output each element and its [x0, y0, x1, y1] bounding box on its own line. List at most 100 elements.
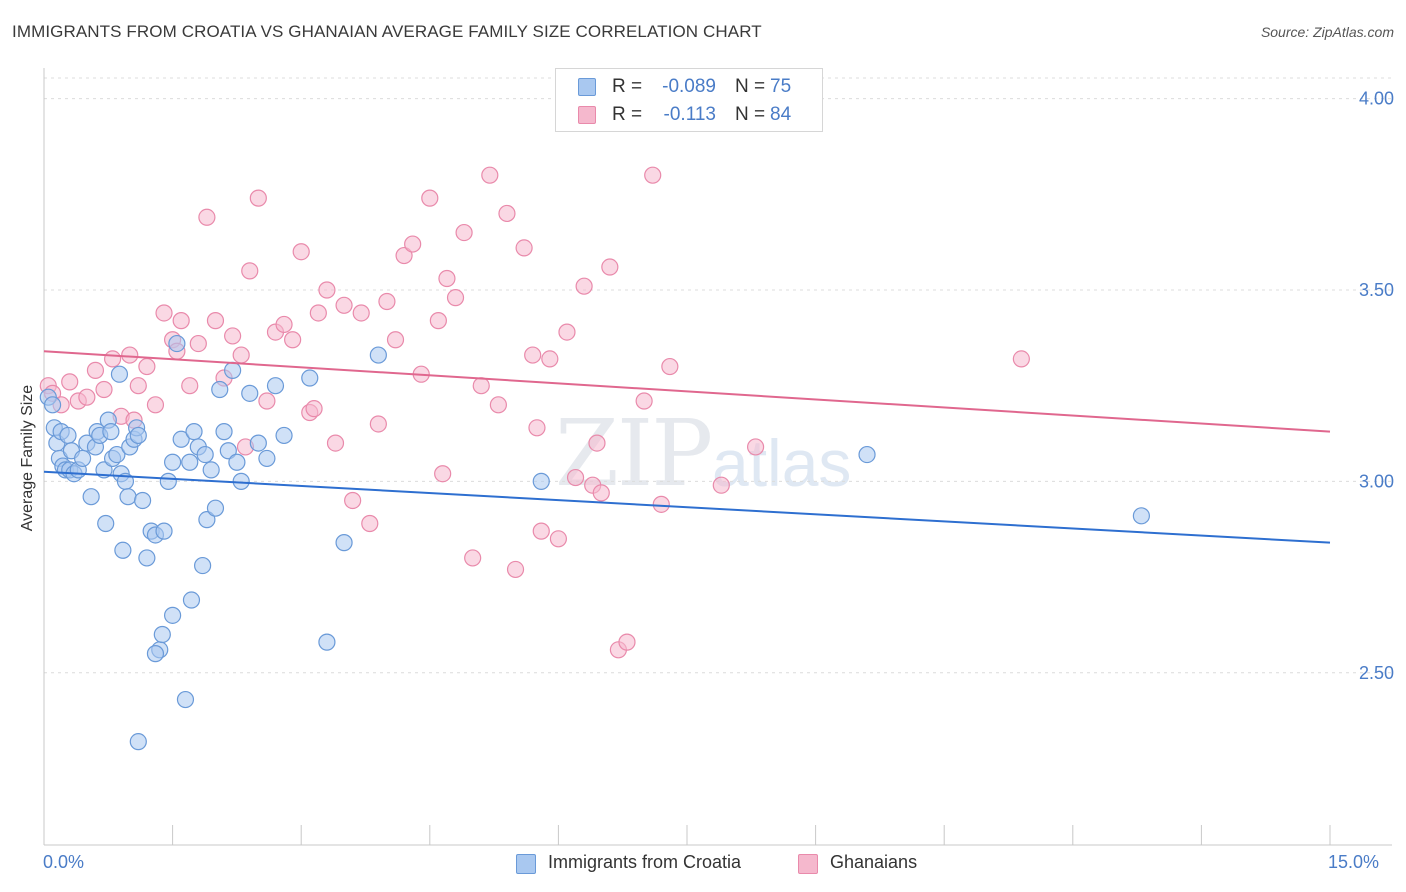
point-croatia	[202, 461, 220, 479]
point-ghanaians	[369, 415, 387, 433]
point-ghanaians	[644, 166, 662, 184]
point-croatia	[97, 514, 115, 533]
point-ghanaians	[566, 468, 585, 487]
point-ghanaians	[378, 292, 396, 311]
point-ghanaians	[344, 491, 362, 510]
point-croatia	[249, 434, 267, 452]
point-croatia	[182, 591, 201, 609]
point-croatia	[241, 384, 259, 402]
correlation-legend: R = -0.089 N = 75 R = -0.113 N = 84	[555, 68, 823, 132]
point-ghanaians	[601, 258, 619, 276]
point-ghanaians	[429, 312, 447, 330]
point-croatia	[114, 541, 132, 559]
point-ghanaians	[472, 377, 490, 395]
point-ghanaians	[103, 350, 122, 368]
point-croatia	[164, 606, 182, 624]
point-ghanaians	[532, 522, 550, 540]
point-croatia	[43, 396, 62, 414]
point-croatia	[133, 491, 152, 510]
point-ghanaians	[335, 296, 353, 314]
point-ghanaians	[284, 331, 302, 349]
legend-n-label: N =	[735, 76, 766, 97]
point-croatia	[858, 445, 876, 464]
point-ghanaians	[421, 189, 439, 207]
point-ghanaians	[575, 277, 593, 295]
point-croatia	[211, 380, 229, 399]
point-croatia	[266, 377, 285, 395]
point-croatia	[224, 361, 242, 379]
point-ghanaians	[524, 346, 542, 364]
point-ghanaians	[78, 388, 96, 406]
point-ghanaians	[652, 495, 670, 513]
point-ghanaians	[155, 304, 173, 322]
point-ghanaians	[661, 357, 679, 376]
legend-n-value: 75	[770, 76, 792, 97]
point-ghanaians	[455, 223, 473, 242]
point-ghanaians	[558, 323, 576, 341]
point-croatia	[168, 334, 186, 353]
point-croatia	[1132, 507, 1150, 525]
point-croatia	[138, 549, 156, 567]
point-ghanaians	[198, 208, 216, 226]
point-croatia	[108, 445, 126, 464]
point-ghanaians	[404, 235, 422, 253]
legend-row-ghanaians: R = -0.113 N = 84	[556, 101, 822, 129]
legend-bottom-swatch-ghanaians	[798, 854, 818, 874]
point-croatia	[275, 426, 293, 445]
point-croatia	[185, 423, 203, 441]
point-ghanaians	[249, 189, 267, 207]
legend-r-label: R =	[612, 104, 643, 125]
point-ghanaians	[275, 315, 293, 334]
point-croatia	[129, 426, 147, 445]
point-ghanaians	[241, 262, 259, 280]
point-ghanaians	[506, 560, 525, 579]
point-croatia	[194, 556, 212, 575]
point-ghanaians	[232, 346, 250, 364]
point-croatia	[155, 522, 173, 540]
point-ghanaians	[712, 476, 730, 494]
point-ghanaians	[181, 377, 199, 395]
trend-line-ghanaians	[43, 350, 1331, 433]
point-ghanaians	[515, 239, 533, 257]
legend-r-value: -0.113	[663, 104, 716, 125]
point-croatia	[258, 449, 276, 468]
point-ghanaians	[528, 419, 546, 437]
chart-title: IMMIGRANTS FROM CROATIA VS GHANAIAN AVER…	[12, 22, 762, 41]
point-croatia	[102, 423, 120, 441]
point-croatia	[206, 499, 225, 517]
y-tick-label: 3.00	[1359, 471, 1394, 491]
point-ghanaians	[446, 289, 465, 307]
point-ghanaians	[395, 246, 413, 265]
point-ghanaians	[95, 380, 113, 399]
y-tick-label: 3.50	[1359, 280, 1394, 300]
point-ghanaians	[746, 438, 765, 456]
y-tick-label: 2.50	[1359, 663, 1394, 683]
point-ghanaians	[588, 434, 606, 452]
point-ghanaians	[326, 434, 345, 452]
point-ghanaians	[172, 312, 190, 330]
point-ghanaians	[129, 377, 147, 395]
point-croatia	[335, 534, 353, 552]
point-croatia	[198, 511, 216, 529]
legend-r-label: R =	[612, 76, 643, 97]
legend-swatch-ghanaians	[578, 106, 596, 124]
point-ghanaians	[386, 331, 405, 349]
point-croatia	[172, 430, 190, 448]
point-croatia	[369, 346, 387, 364]
y-tick-label: 4.00	[1359, 89, 1394, 109]
x-tick-label-min: 0.0%	[43, 852, 85, 872]
legend-r-value: -0.089	[662, 76, 716, 97]
point-ghanaians	[309, 304, 327, 322]
point-ghanaians	[481, 166, 499, 184]
point-croatia	[59, 426, 77, 445]
watermark-atlas: atlas	[712, 426, 852, 500]
point-ghanaians	[352, 304, 370, 322]
point-croatia	[181, 453, 199, 471]
point-croatia	[196, 445, 214, 464]
point-croatia	[176, 690, 195, 709]
point-croatia	[110, 365, 129, 383]
point-ghanaians	[549, 530, 568, 548]
legend-bottom-swatch-croatia	[516, 854, 536, 874]
point-ghanaians	[541, 350, 559, 368]
point-ghanaians	[318, 281, 336, 299]
